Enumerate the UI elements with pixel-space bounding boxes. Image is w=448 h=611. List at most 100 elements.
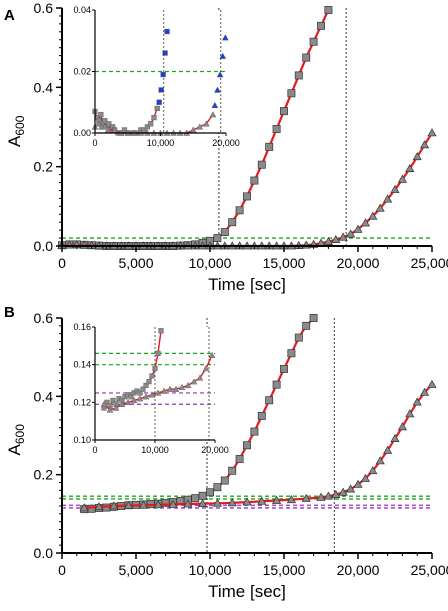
data-point-square — [250, 176, 259, 185]
data-point-triangle — [390, 184, 400, 194]
data-point-square — [235, 455, 244, 463]
inset-A: 0.00 0.02 0.04 0 10,000 20,000 — [73, 5, 239, 148]
data-point-square — [302, 321, 311, 330]
data-point-triangle — [368, 211, 378, 220]
data-point-square — [324, 6, 333, 14]
inset-data-point-square — [102, 118, 108, 124]
inset-data-point-triangle — [196, 123, 204, 130]
data-point-triangle — [345, 229, 356, 238]
x-tick-label: 20,000 — [337, 562, 380, 578]
y-tick-label: 0.4 — [34, 388, 54, 404]
inset-data-point-square — [143, 382, 149, 388]
data-point-square — [206, 488, 214, 497]
inset-x-tick-label: 0 — [92, 138, 97, 148]
y-tick-label: 0.4 — [34, 79, 54, 95]
data-point-triangle — [323, 236, 334, 245]
data-point-square — [302, 53, 311, 62]
data-point-triangle — [338, 232, 348, 241]
y-tick-label: 0.2 — [34, 467, 54, 483]
data-point-triangle — [405, 163, 415, 172]
y-axis-title-subscript: 600 — [13, 424, 27, 444]
data-point-square — [228, 218, 237, 227]
data-point-square — [220, 476, 229, 485]
data-point-square — [198, 491, 207, 500]
inset-y-tick-label: 0.02 — [73, 67, 91, 77]
data-point-triangle — [168, 499, 178, 508]
x-tick-label: 5,000 — [118, 255, 153, 271]
data-point-triangle — [375, 456, 385, 465]
inset-x-tick-label: 0 — [92, 445, 97, 455]
inset-data-point-square — [98, 111, 104, 118]
data-point-triangle — [153, 500, 163, 509]
inset-data-point-triangle — [124, 398, 132, 406]
inset-data-point-square — [149, 373, 155, 379]
inset-data-point-square — [144, 124, 151, 130]
panel-letter: B — [4, 304, 15, 321]
inset-data-point-triangle — [184, 381, 192, 389]
data-point-square — [220, 228, 229, 237]
x-tick-label: 0 — [58, 562, 66, 578]
data-point-triangle — [390, 433, 400, 442]
data-point-square — [287, 349, 296, 358]
inset-y-tick-label: 0.12 — [73, 397, 91, 407]
inset-data-point-triangle — [214, 86, 221, 93]
x-tick-label: 25,000 — [411, 255, 448, 271]
inset-data-point-square — [146, 379, 152, 385]
y-tick-label: 0.0 — [34, 545, 54, 561]
inset-y-tick-label: 0.16 — [73, 322, 91, 332]
y-tick-label: 0.6 — [34, 310, 54, 326]
data-point-triangle — [382, 445, 393, 454]
data-point-square — [272, 380, 281, 389]
x-tick-label: 0 — [58, 255, 66, 271]
inset-data-point-triangle — [209, 111, 217, 118]
inset-data-point-triangle — [94, 120, 102, 127]
data-point-triangle — [412, 152, 422, 161]
inset-data-point-square — [156, 99, 162, 105]
data-point-triangle — [316, 492, 326, 501]
x-tick-label: 5,000 — [118, 562, 153, 578]
x-tick-label: 15,000 — [263, 562, 306, 578]
y-axis-title-main: A — [5, 135, 24, 147]
panel-letter: A — [4, 7, 15, 24]
data-point-triangle — [397, 422, 408, 431]
inset-data-point-square — [162, 50, 168, 56]
inset-data-point-triangle — [130, 397, 138, 404]
inset-data-point-square — [151, 115, 157, 121]
x-tick-label: 20,000 — [337, 255, 380, 271]
inset-data-point-triangle — [219, 52, 227, 59]
inset-x-tick-label: 20,000 — [212, 138, 240, 148]
inset-data-point-triangle — [112, 404, 120, 411]
inset-data-point-square — [154, 105, 160, 112]
y-axis-title: A600 — [5, 424, 27, 456]
data-point-square — [294, 333, 303, 342]
inset-data-point-triangle — [136, 395, 144, 402]
data-point-square — [294, 71, 303, 80]
inset-data-point-square — [158, 87, 164, 93]
inset-data-point-triangle — [208, 351, 216, 358]
inset-data-point-triangle — [118, 400, 126, 407]
inset-data-point-square — [158, 328, 164, 334]
inset-x-tick-label: 20,000 — [201, 445, 229, 455]
data-point-square — [280, 364, 288, 373]
inset-data-point-triangle — [106, 406, 114, 413]
data-point-triangle — [382, 194, 393, 203]
data-point-triangle — [331, 234, 341, 244]
data-point-triangle — [338, 487, 348, 496]
inset-data-point-square — [164, 28, 170, 35]
data-point-square — [265, 396, 274, 405]
data-point-triangle — [419, 140, 430, 149]
data-point-square — [191, 494, 200, 503]
y-tick-label: 0.0 — [34, 238, 54, 254]
data-point-square — [243, 441, 251, 450]
inset-data-point-triangle — [166, 385, 174, 392]
inset-data-point-triangle — [101, 123, 109, 130]
data-point-triangle — [212, 498, 223, 507]
y-tick-label: 0.2 — [34, 159, 54, 175]
data-point-triangle — [360, 218, 371, 227]
inset-data-point-square — [152, 365, 158, 372]
inset-data-point-triangle — [100, 400, 108, 407]
x-tick-label: 15,000 — [263, 255, 306, 271]
data-point-triangle — [94, 502, 104, 511]
data-point-square — [280, 107, 288, 116]
inset-data-point-triangle — [142, 393, 150, 400]
